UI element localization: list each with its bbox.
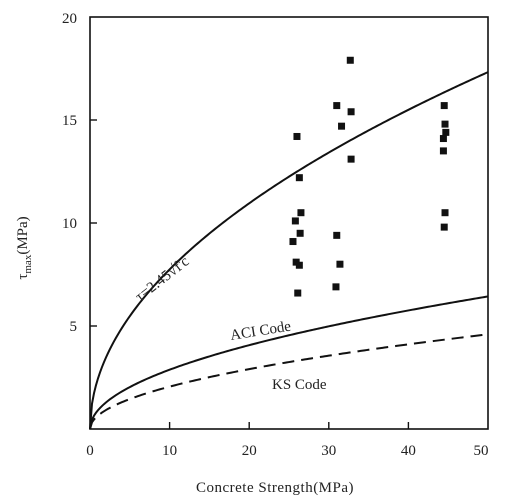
y-axis-title-unit: (MPa): [15, 216, 31, 254]
data-point: [347, 108, 355, 116]
x-tick-label: 10: [162, 443, 177, 459]
curves: [89, 71, 489, 430]
data-point: [293, 132, 301, 140]
data-point: [441, 120, 449, 128]
data-point: [333, 102, 341, 110]
y-tick-label: 5: [70, 319, 78, 335]
curve-label-ks: KS Code: [272, 377, 327, 393]
data-point: [332, 283, 340, 291]
data-point: [295, 261, 303, 269]
data-point: [440, 102, 448, 110]
data-point: [297, 209, 305, 217]
curve-aci: [89, 295, 489, 430]
data-point: [347, 155, 355, 163]
data-point: [296, 229, 304, 237]
y-tick-label: 10: [62, 216, 77, 232]
y-axis-title: τmax(MPa): [15, 216, 34, 279]
curve-label-proposed: τ=2.45√f'c: [133, 253, 193, 305]
y-tick-label: 15: [62, 113, 77, 129]
x-axis: 0 10 20 30 40 50: [86, 422, 489, 459]
y-axis: 5 10 15 20: [62, 11, 97, 335]
x-tick-label: 0: [86, 443, 94, 459]
data-point: [291, 217, 299, 225]
y-tick-label: 20: [62, 11, 77, 27]
x-tick-label: 40: [401, 443, 416, 459]
x-tick-label: 50: [474, 443, 489, 459]
data-point: [338, 122, 346, 130]
data-points: [289, 56, 450, 297]
data-point: [439, 147, 447, 155]
x-tick-label: 30: [321, 443, 336, 459]
data-point: [441, 209, 449, 217]
data-point: [442, 128, 450, 136]
data-point: [295, 174, 303, 182]
x-axis-title: Concrete Strength(MPa): [196, 480, 354, 496]
data-point: [294, 289, 302, 297]
curve-label-aci: ACI Code: [229, 319, 292, 344]
curve-proposed: [89, 71, 489, 430]
data-point: [346, 56, 354, 64]
data-point: [440, 223, 448, 231]
y-axis-title-subscript: max: [22, 254, 34, 273]
plot-frame: [89, 16, 489, 430]
x-tick-label: 20: [242, 443, 257, 459]
curve-ks: [89, 333, 489, 430]
data-point: [289, 238, 297, 246]
y-axis-title-symbol: τ: [15, 274, 31, 280]
data-point: [439, 135, 447, 143]
data-point: [333, 231, 341, 239]
data-point: [336, 260, 344, 268]
